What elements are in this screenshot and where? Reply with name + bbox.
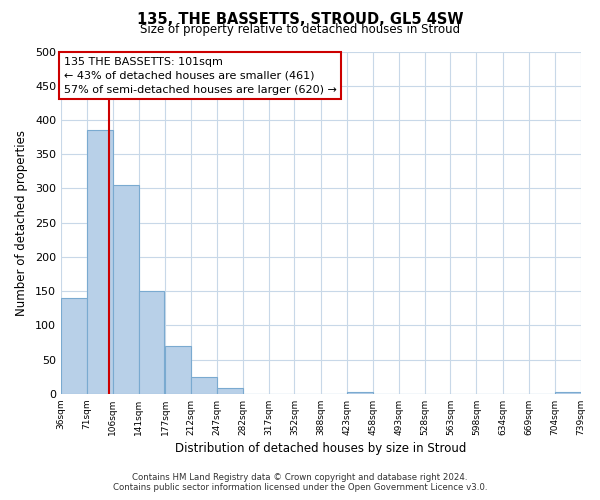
Text: Contains HM Land Registry data © Crown copyright and database right 2024.
Contai: Contains HM Land Registry data © Crown c… (113, 473, 487, 492)
Bar (191, 376, 217, 394)
Text: 135, THE BASSETTS, STROUD, GL5 4SW: 135, THE BASSETTS, STROUD, GL5 4SW (137, 12, 463, 28)
Bar (165, 346, 191, 394)
Text: Size of property relative to detached houses in Stroud: Size of property relative to detached ho… (140, 22, 460, 36)
Bar (61, 298, 87, 394)
Bar (347, 392, 373, 394)
X-axis label: Distribution of detached houses by size in Stroud: Distribution of detached houses by size … (175, 442, 466, 455)
Bar (139, 291, 164, 394)
Bar (217, 388, 243, 394)
Y-axis label: Number of detached properties: Number of detached properties (15, 130, 28, 316)
Text: 135 THE BASSETTS: 101sqm
← 43% of detached houses are smaller (461)
57% of semi-: 135 THE BASSETTS: 101sqm ← 43% of detach… (64, 56, 337, 94)
Bar (554, 392, 581, 394)
Bar (113, 185, 139, 394)
Bar (87, 130, 113, 394)
